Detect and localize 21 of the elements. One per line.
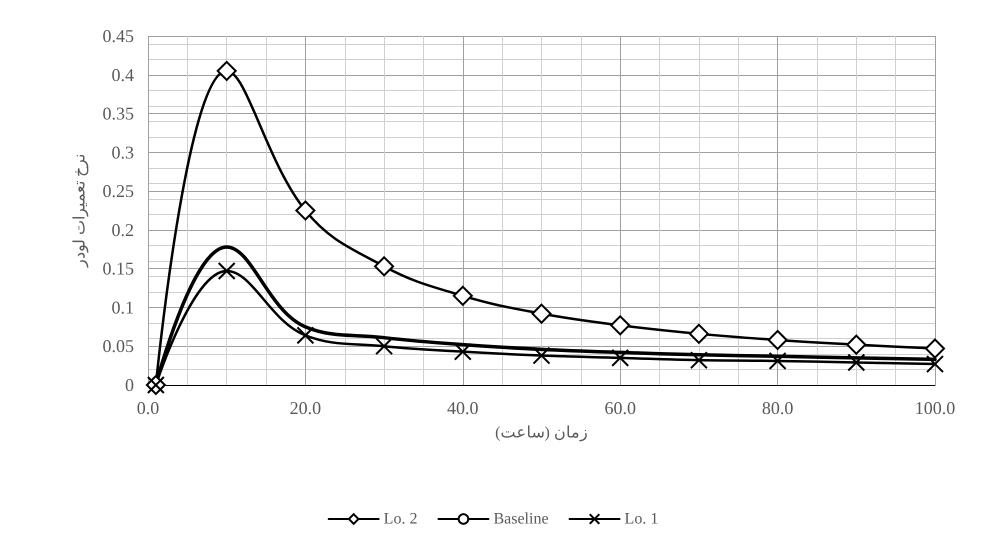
y-tick-label: 0.25 xyxy=(102,181,134,202)
y-tick-label: 0.1 xyxy=(112,297,134,318)
y-tick-label: 0.4 xyxy=(112,64,134,85)
legend-label: Baseline xyxy=(493,510,549,528)
y-axis-title: نرخ تعمیرات لودر xyxy=(72,154,88,268)
x-tick-label: 60.0 xyxy=(604,398,636,418)
x-tick-label: 40.0 xyxy=(447,398,479,418)
y-tick-label: 0.2 xyxy=(112,220,134,240)
y-tick-label: 0 xyxy=(125,375,134,395)
y-tick-label: 0.45 xyxy=(102,26,134,46)
x-axis-title: زمان (ساعت) xyxy=(495,424,588,442)
legend-label: Lo. 1 xyxy=(624,510,658,528)
x-tick-label: 80.0 xyxy=(762,398,794,418)
y-tick-label: 0.15 xyxy=(102,258,134,279)
x-tick-label: 100.0 xyxy=(914,398,956,418)
x-tick-label: 20.0 xyxy=(290,398,322,418)
y-tick-label: 0.3 xyxy=(112,142,134,162)
y-tick-label: 0.05 xyxy=(102,336,134,356)
legend-label: Lo. 2 xyxy=(384,510,418,528)
x-tick-label: 0.0 xyxy=(136,398,160,418)
y-tick-label: 0.35 xyxy=(102,104,134,124)
